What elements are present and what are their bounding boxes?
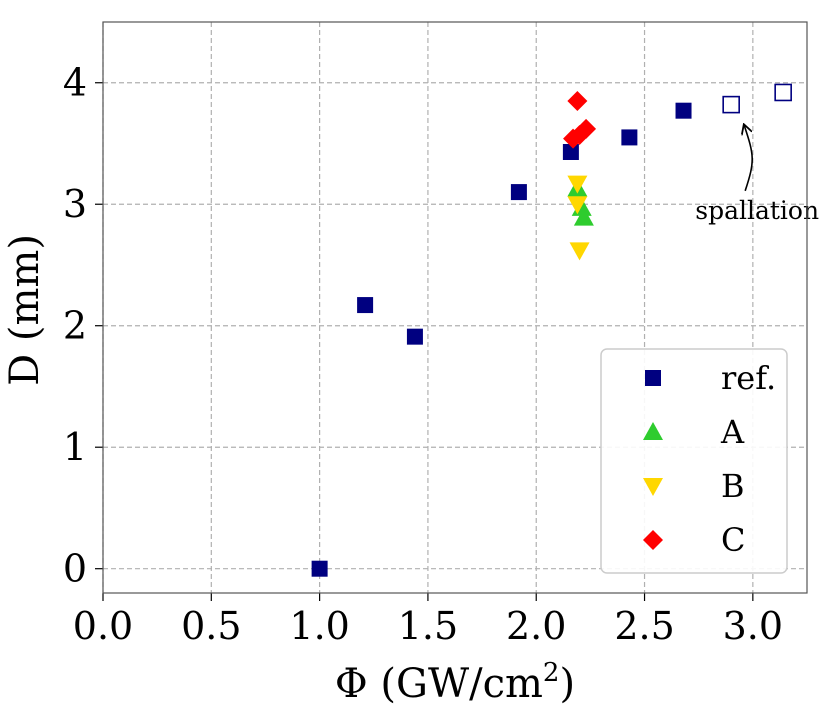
x-tick-label: 2.5 <box>614 604 674 648</box>
point-diamond <box>576 118 597 139</box>
y-tick-label: 3 <box>63 182 87 226</box>
x-tick-label: 1.0 <box>289 604 349 648</box>
point-triangle-down <box>569 242 590 261</box>
legend-marker-triangle-up <box>643 422 663 440</box>
point-diamond <box>567 90 588 111</box>
data-points <box>311 83 792 577</box>
point-triangle-up <box>573 207 594 226</box>
x-tick-label: 2.0 <box>506 604 566 648</box>
legend-box <box>600 348 788 574</box>
annotations: spallation <box>695 125 819 225</box>
x-axis-label-close: ) <box>559 661 575 707</box>
annotation-text: spallation <box>695 196 819 225</box>
point-square <box>621 129 638 146</box>
ticks: 0.0 0.5 1.0 1.5 2.0 2.5 3.0 0 1 2 3 4 <box>63 61 783 648</box>
point-square <box>675 102 692 119</box>
point-square <box>562 143 579 160</box>
annotation-arrow <box>744 125 753 192</box>
x-tick-label: 0.5 <box>181 604 241 648</box>
plot-frame <box>102 21 808 594</box>
point-square <box>406 328 423 345</box>
x-axis-label: Φ (GW/cm2) <box>335 658 575 707</box>
legend-marker-square <box>645 370 661 386</box>
point-square <box>357 297 374 314</box>
legend-label: C <box>721 521 745 559</box>
legend-marker-triangle-down <box>643 478 663 496</box>
legend-marker-diamond <box>643 530 663 550</box>
legend-label: B <box>721 467 745 505</box>
x-tick-label: 3.0 <box>723 604 783 648</box>
point-triangle-down <box>567 175 588 194</box>
point-square-hollow <box>774 83 792 102</box>
point-square <box>510 184 527 201</box>
point-triangle-down <box>567 196 588 215</box>
legend-label: ref. <box>721 359 776 397</box>
y-tick-label: 4 <box>63 61 87 105</box>
y-tick-label: 1 <box>63 425 87 469</box>
x-tick-label: 0.0 <box>73 604 133 648</box>
y-axis-label: D (mm) <box>2 234 48 386</box>
point-square <box>311 560 328 577</box>
legend-label: A <box>720 413 745 451</box>
x-tick-label: 1.5 <box>398 604 458 648</box>
y-tick-label: 0 <box>63 547 87 591</box>
legend: ref. ABC <box>600 348 788 574</box>
x-axis-label-sup: 2 <box>543 658 560 688</box>
x-axis-label-main: Φ (GW/cm <box>335 661 543 707</box>
y-tick-label: 2 <box>63 304 87 348</box>
point-square-hollow <box>722 95 740 114</box>
